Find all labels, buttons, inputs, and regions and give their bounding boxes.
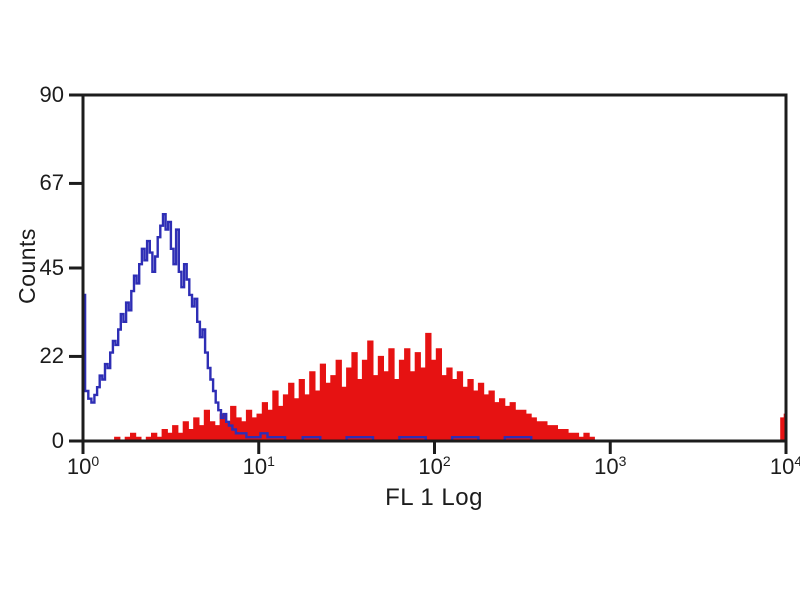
x-tick-label: 104 (769, 453, 800, 479)
x-tick-label: 103 (594, 453, 627, 479)
x-tick-label: 102 (418, 453, 451, 479)
x-tick-label: 100 (66, 453, 100, 479)
y-tick-label: 90 (39, 82, 64, 107)
y-tick-label: 45 (39, 255, 64, 280)
x-tick-label: 101 (242, 453, 275, 479)
x-axis-title: FL 1 Log (385, 484, 483, 511)
blue-open-histogram (83, 213, 549, 443)
y-tick-label: 22 (39, 343, 64, 369)
y-tick-label: 0 (51, 428, 64, 453)
y-tick-label: 67 (39, 170, 64, 196)
red-filled-histogram (109, 332, 787, 442)
